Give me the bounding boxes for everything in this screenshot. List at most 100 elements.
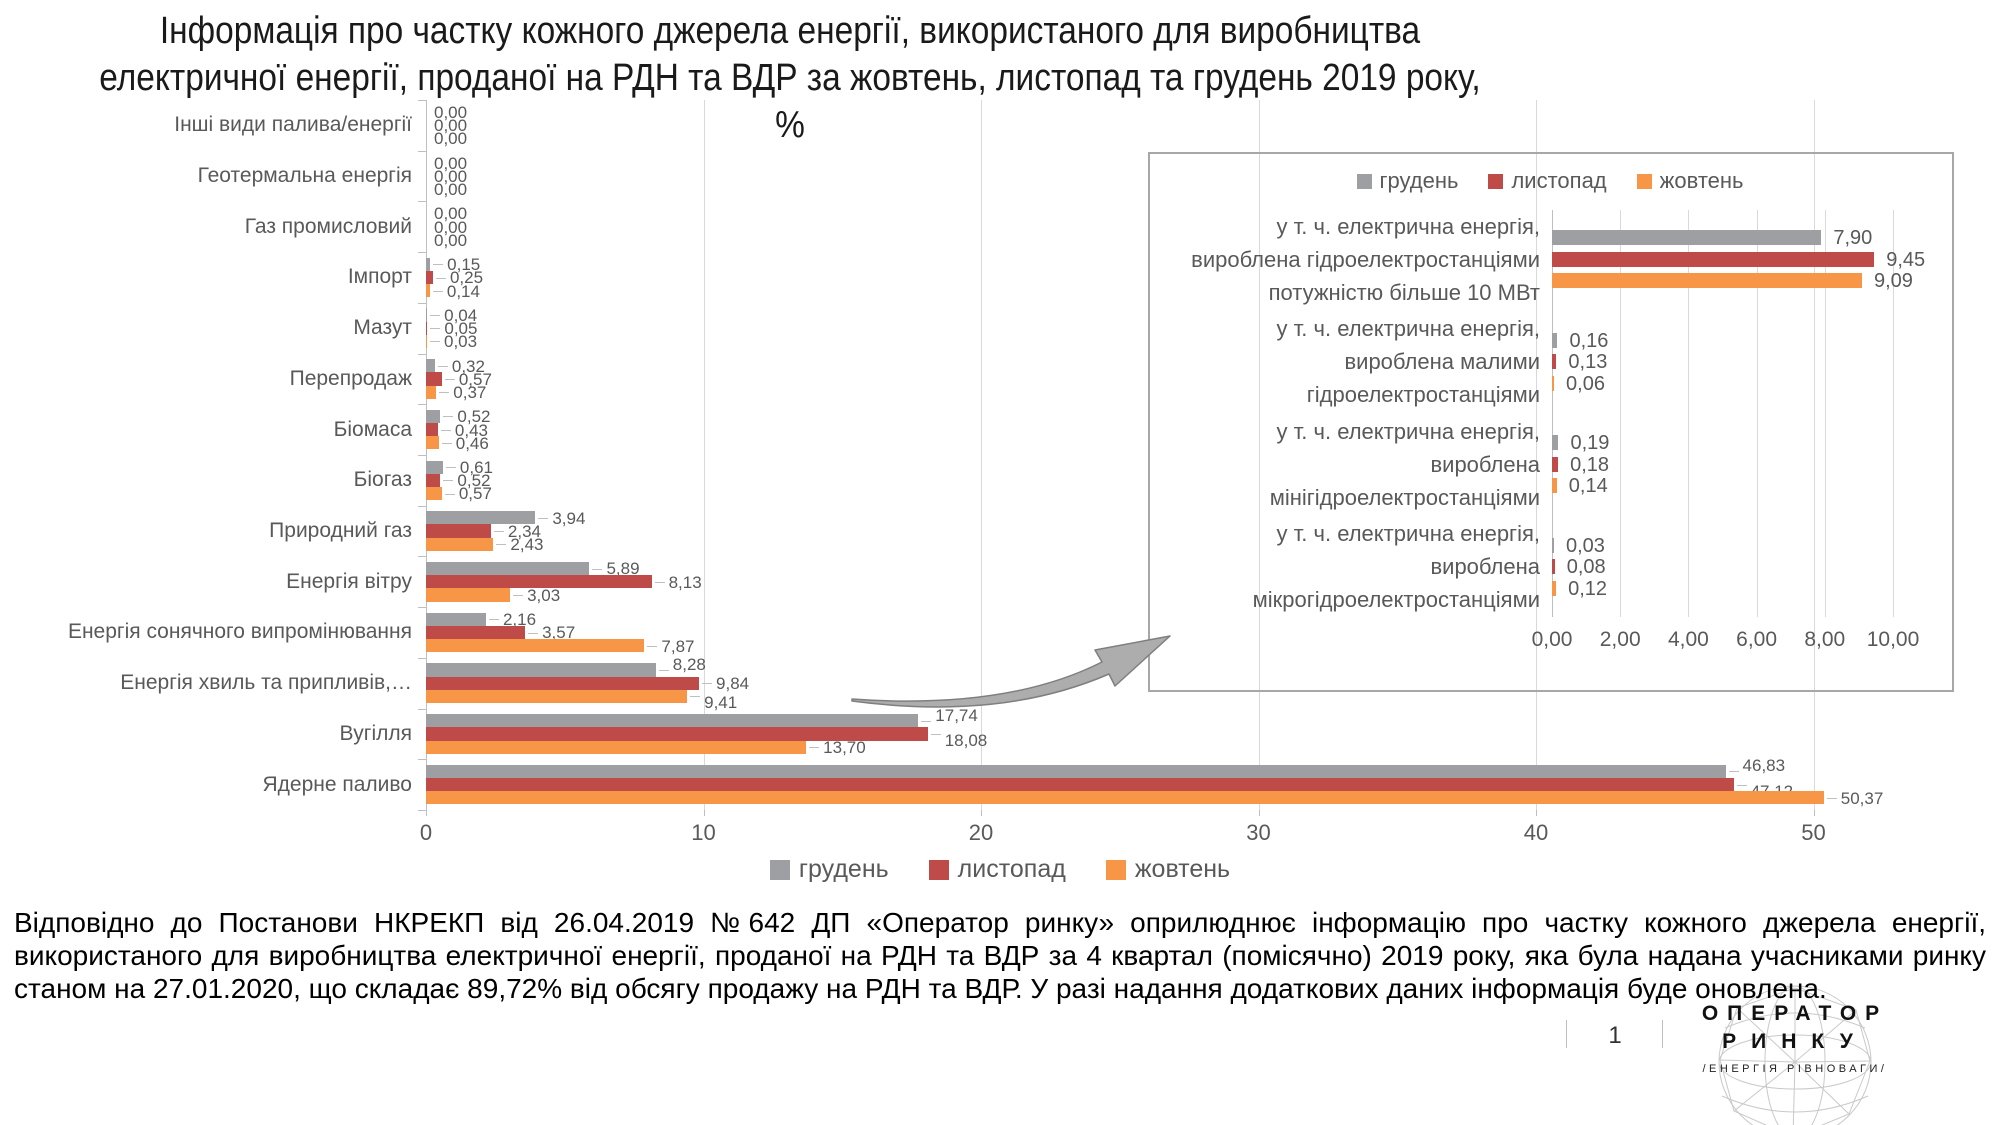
inset-gridline (1756, 210, 1758, 617)
inset-y-axis-line (1552, 210, 1553, 617)
category-label: Імпорт (347, 265, 412, 289)
value-leader-line (430, 315, 441, 316)
value-leader-line (538, 517, 549, 519)
value-leader-line (1736, 784, 1747, 786)
page-number-separator-right (1662, 1020, 1663, 1048)
inset-bar-листопад (1552, 354, 1557, 369)
inset-gridline (1620, 210, 1622, 617)
bar-грудень (426, 714, 919, 728)
bar-жовтень (426, 740, 807, 754)
value-label: 9,84 (716, 674, 750, 694)
value-label: 8,13 (668, 572, 702, 592)
inset-bar-листопад (1552, 251, 1875, 267)
logo-tagline: /ЕНЕРГІЯ РІВНОВАГИ/ (1702, 1063, 1888, 1075)
legend-swatch-жовтень (1636, 173, 1652, 189)
inset-value-label: 0,03 (1566, 534, 1605, 557)
bar-грудень (426, 308, 428, 322)
logo-line1: ОПЕРАТОР (1701, 1002, 1889, 1025)
inset-value-label: 0,06 (1566, 372, 1605, 395)
inset-gridline (1893, 210, 1894, 617)
value-leader-line (1826, 797, 1837, 799)
page-title-line1: Інформація про частку кожного джерела ен… (159, 10, 1421, 52)
value-leader-line (493, 531, 504, 533)
value-label: 17,74 (935, 705, 978, 725)
category-label: Газ промисловий (244, 214, 412, 238)
value-label: 0,05 (444, 319, 478, 339)
value-label: 0,32 (451, 356, 485, 376)
legend-label: листопад (957, 855, 1066, 883)
category-label: Інші види палива/енергії (174, 113, 412, 137)
inset-value-label: 0,12 (1568, 577, 1608, 600)
value-label: 0,04 (444, 305, 478, 325)
page-number: 1 (1608, 1022, 1622, 1049)
value-leader-line (430, 328, 441, 330)
axis-tick (1258, 810, 1260, 816)
inset-bar-жовтень (1552, 273, 1862, 288)
value-label: 2,34 (507, 521, 542, 541)
legend-swatch-жовтень (1105, 859, 1126, 880)
category-axis-tick (418, 759, 426, 761)
legend-item: листопад (928, 855, 1066, 884)
category-label: Енергія хвиль та припливів,… (120, 671, 412, 695)
bar-листопад (426, 321, 428, 335)
legend-label: жовтень (1659, 168, 1744, 193)
bar-жовтень (426, 639, 645, 653)
x-axis-tick-label: 20 (968, 820, 994, 845)
value-leader-line (528, 632, 539, 634)
inset-value-label: 9,45 (1886, 248, 1926, 271)
inset-legend: грудень листопад жовтень (1150, 168, 1950, 194)
bar-жовтень (426, 588, 511, 602)
legend-item: листопад (1488, 168, 1607, 194)
value-label: 0,00 (434, 166, 468, 186)
logo-line2: РИНКУ (1722, 1030, 1868, 1053)
page-number-separator-left (1566, 1020, 1567, 1048)
value-label: 0,61 (459, 458, 494, 478)
value-label: 0,46 (455, 433, 489, 453)
category-axis-tick (418, 708, 426, 710)
category-label: Геотермальна енергія (197, 164, 412, 188)
gridline (703, 100, 705, 810)
legend-item: жовтень (1105, 855, 1230, 884)
bar-листопад (426, 270, 433, 285)
value-label: 0,00 (434, 103, 468, 123)
bar-листопад (426, 372, 442, 386)
category-axis-tick (418, 150, 426, 152)
category-axis-tick (418, 455, 426, 456)
value-label: 50,37 (1840, 788, 1884, 808)
inset-x-axis-tick-label: 0,00 (1531, 628, 1573, 651)
value-leader-line (444, 378, 455, 380)
value-leader-line (443, 416, 454, 418)
legend-label: грудень (798, 855, 889, 883)
gridline (1813, 100, 1815, 810)
category-label: Вугілля (339, 721, 412, 745)
category-label: Біомаса (333, 417, 412, 441)
value-label: 0,03 (444, 332, 478, 352)
value-leader-line (437, 365, 448, 367)
bar-грудень (426, 764, 1726, 779)
category-axis-tick (418, 302, 426, 304)
category-label: Природний газ (269, 519, 412, 543)
inset-x-axis-tick-label: 8,00 (1804, 628, 1846, 651)
value-label: 13,70 (823, 738, 866, 758)
category-axis-tick (418, 404, 426, 406)
inset-bar-грудень (1552, 537, 1554, 553)
category-label: Мазут (353, 316, 412, 340)
value-label: 0,25 (449, 268, 484, 288)
value-leader-line (440, 429, 451, 431)
bar-грудень (426, 460, 443, 474)
inset-x-axis-tick-label: 10,00 (1866, 628, 1920, 651)
value-label: 7,87 (661, 636, 695, 656)
y-axis-line (426, 100, 427, 810)
bar-жовтень (426, 284, 430, 298)
inset-category-label: у т. ч. електрична енергія, вироблена гі… (1191, 213, 1540, 305)
value-label: 0,52 (457, 471, 491, 491)
bar-листопад (426, 423, 438, 437)
value-label: 0,52 (457, 407, 491, 427)
legend-swatch-листопад (928, 859, 949, 880)
inset-category-label: у т. ч. електрична енергія, вироблена мі… (1269, 418, 1540, 510)
category-axis-tick (418, 353, 426, 355)
category-axis-tick (418, 201, 426, 203)
